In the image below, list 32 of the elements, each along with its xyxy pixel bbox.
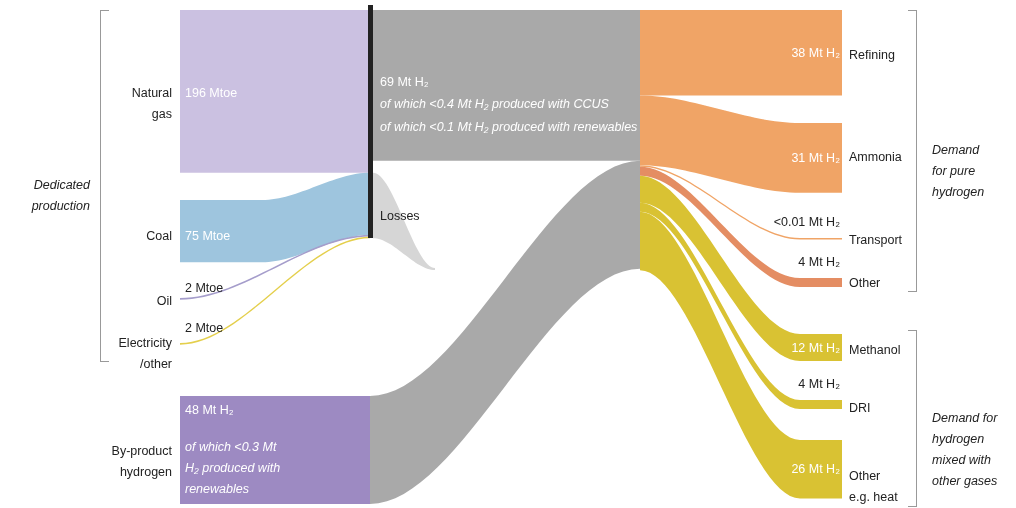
- category-label: Methanol: [849, 343, 901, 357]
- text: of which <0.4 Mt H₂ produced with CCUS: [380, 97, 610, 111]
- category-label: Oil: [156, 294, 172, 308]
- data-label: 31 Mt H₂: [791, 150, 841, 165]
- category-label: Natural gas: [131, 86, 172, 121]
- data-label: 4 Mt H₂: [798, 255, 841, 269]
- category-label: DRI: [849, 401, 871, 415]
- text: 69 Mt H₂: [380, 75, 429, 89]
- data-label: 38 Mt H₂: [791, 45, 841, 60]
- text: of which <0.3 Mt H₂ produced with renewables: [185, 440, 281, 496]
- data-label: 75 Mtoe: [185, 229, 231, 243]
- data-label: 196 Mtoe: [185, 86, 238, 100]
- data-label: 4 Mt H₂: [798, 377, 841, 391]
- text: Losses: [380, 209, 420, 223]
- data-label: 26 Mt H₂: [791, 462, 841, 477]
- text: Demand for hydrogen mixed with other gases: [932, 411, 999, 488]
- text: of which <0.1 Mt H₂ produced with renewables: [380, 120, 638, 134]
- data-label: <0.01 Mt H₂: [773, 215, 841, 229]
- category-label: Coal: [146, 229, 172, 243]
- category-label: Other: [849, 276, 881, 290]
- data-label: 48 Mt H₂: [185, 403, 234, 417]
- data-label: 2 Mtoe: [185, 321, 224, 335]
- text: Dedicated production: [30, 178, 92, 213]
- category-label: Other e.g. heat: [849, 469, 899, 504]
- category-label: Transport: [849, 233, 903, 247]
- text: Demand for pure hydrogen: [932, 143, 985, 199]
- data-label: 12 Mt H₂: [791, 340, 841, 355]
- data-label: 2 Mtoe: [185, 281, 224, 295]
- category-label: Refining: [849, 48, 895, 62]
- category-label: By-product hydrogen: [111, 444, 173, 479]
- category-label: Electricity /other: [118, 336, 173, 371]
- category-label: Ammonia: [849, 150, 902, 164]
